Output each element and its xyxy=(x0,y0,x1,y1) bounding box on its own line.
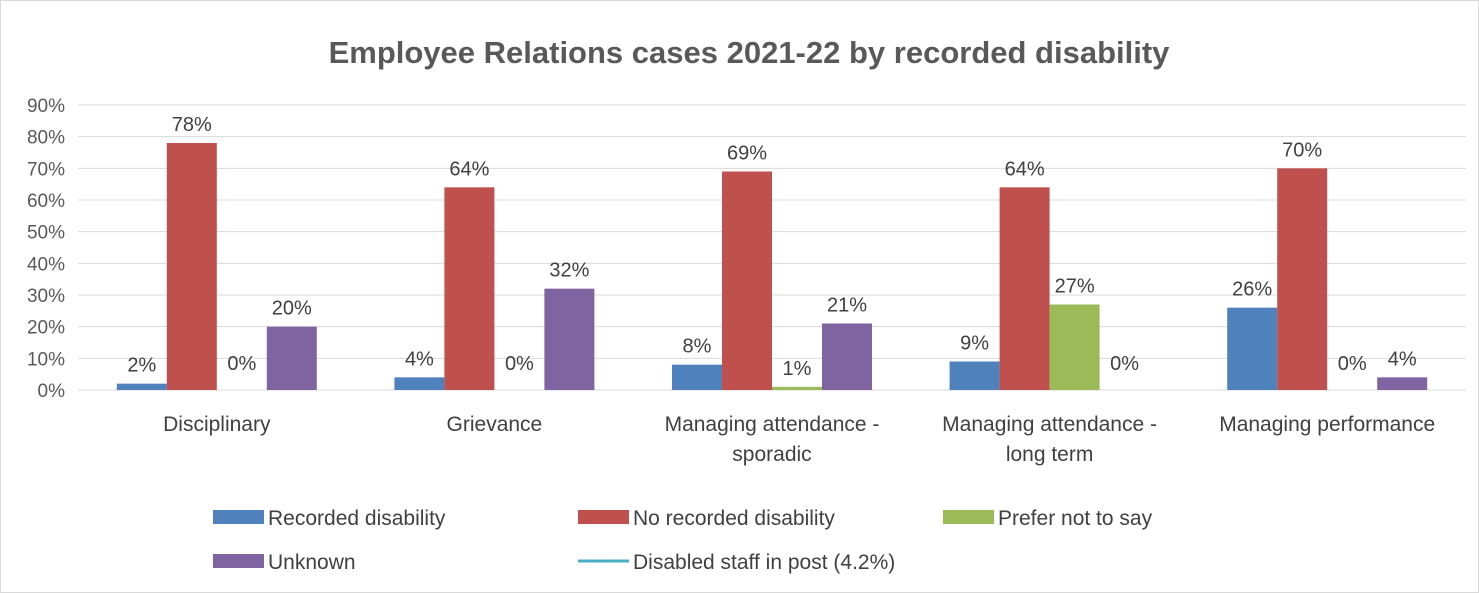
chart-title: Employee Relations cases 2021-22 by reco… xyxy=(329,35,1171,70)
legend-label: Prefer not to say xyxy=(998,507,1153,530)
y-tick-label: 20% xyxy=(27,318,65,339)
data-label: 78% xyxy=(172,114,212,136)
bar-no-recorded-disability xyxy=(444,187,495,390)
category-label: long term xyxy=(1006,443,1094,466)
category-label: Managing attendance - xyxy=(665,413,880,436)
y-tick-label: 60% xyxy=(27,191,65,212)
bar-unknown xyxy=(822,323,872,390)
legend-swatch xyxy=(943,510,994,524)
data-label: 64% xyxy=(1005,158,1045,180)
data-label: 9% xyxy=(960,333,989,355)
bar-recorded-disability xyxy=(394,377,445,390)
data-label: 70% xyxy=(1282,139,1322,161)
x-axis-categories: Disciplinary Grievance Managing attendance… xyxy=(163,413,1435,466)
data-label: 20% xyxy=(272,298,312,320)
data-label: 0% xyxy=(1338,353,1367,375)
data-label: 26% xyxy=(1232,279,1272,301)
bars xyxy=(116,143,1428,390)
bar-unknown xyxy=(1377,377,1428,390)
bar-recorded-disability xyxy=(1227,307,1278,390)
bar-no-recorded-disability xyxy=(722,171,772,390)
legend-swatch xyxy=(578,510,629,524)
bar-no-recorded-disability xyxy=(1277,168,1328,390)
category-label: sporadic xyxy=(732,443,811,466)
y-tick-label: 90% xyxy=(27,96,65,117)
y-tick-label: 40% xyxy=(27,254,65,275)
legend-swatch xyxy=(213,554,264,568)
legend-label: Disabled staff in post (4.2%) xyxy=(633,551,895,574)
data-labels: 2% 4% 8% 9% 26% 78% 64% 69% 64% 70% 0% 0% 1% 27% 0% 20%… xyxy=(127,114,1417,380)
data-label: 2% xyxy=(127,355,156,377)
data-label: 64% xyxy=(449,158,489,180)
data-label: 0% xyxy=(505,353,534,375)
data-label: 8% xyxy=(683,336,712,358)
data-label: 21% xyxy=(827,295,867,317)
legend-label: Recorded disability xyxy=(268,507,446,530)
legend: Recorded disability No recorded disabilit… xyxy=(213,507,1153,574)
bar-recorded-disability xyxy=(949,361,1000,390)
y-tick-label: 70% xyxy=(27,159,65,180)
bar-prefer-not-to-say xyxy=(772,386,822,390)
legend-label: Unknown xyxy=(268,551,356,574)
legend-swatch xyxy=(213,510,264,524)
bar-no-recorded-disability xyxy=(166,143,217,390)
y-tick-label: 30% xyxy=(27,286,65,307)
y-tick-label: 0% xyxy=(38,381,66,402)
y-axis-ticks: 0% 10% 20% 30% 40% 50% 60% 70% 80% 90% xyxy=(27,96,65,402)
bar-unknown xyxy=(266,326,317,390)
category-label: Managing attendance - xyxy=(942,413,1157,436)
category-label: Managing performance xyxy=(1219,413,1435,436)
y-tick-label: 10% xyxy=(27,349,65,370)
data-label: 69% xyxy=(727,143,767,165)
bar-prefer-not-to-say xyxy=(1049,304,1100,390)
data-label: 0% xyxy=(227,353,256,375)
bar-no-recorded-disability xyxy=(999,187,1050,390)
bar-unknown xyxy=(544,288,595,390)
data-label: 1% xyxy=(783,358,812,380)
data-label: 27% xyxy=(1055,276,1095,298)
data-label: 0% xyxy=(1110,353,1139,375)
bar-recorded-disability xyxy=(672,364,722,390)
data-label: 4% xyxy=(405,348,434,370)
bar-recorded-disability xyxy=(116,383,167,390)
data-label: 32% xyxy=(549,260,589,282)
legend-label: No recorded disability xyxy=(633,507,835,530)
y-tick-label: 80% xyxy=(27,128,65,149)
category-label: Grievance xyxy=(447,413,543,436)
category-label: Disciplinary xyxy=(163,413,271,436)
data-label: 4% xyxy=(1388,348,1417,370)
y-tick-label: 50% xyxy=(27,223,65,244)
